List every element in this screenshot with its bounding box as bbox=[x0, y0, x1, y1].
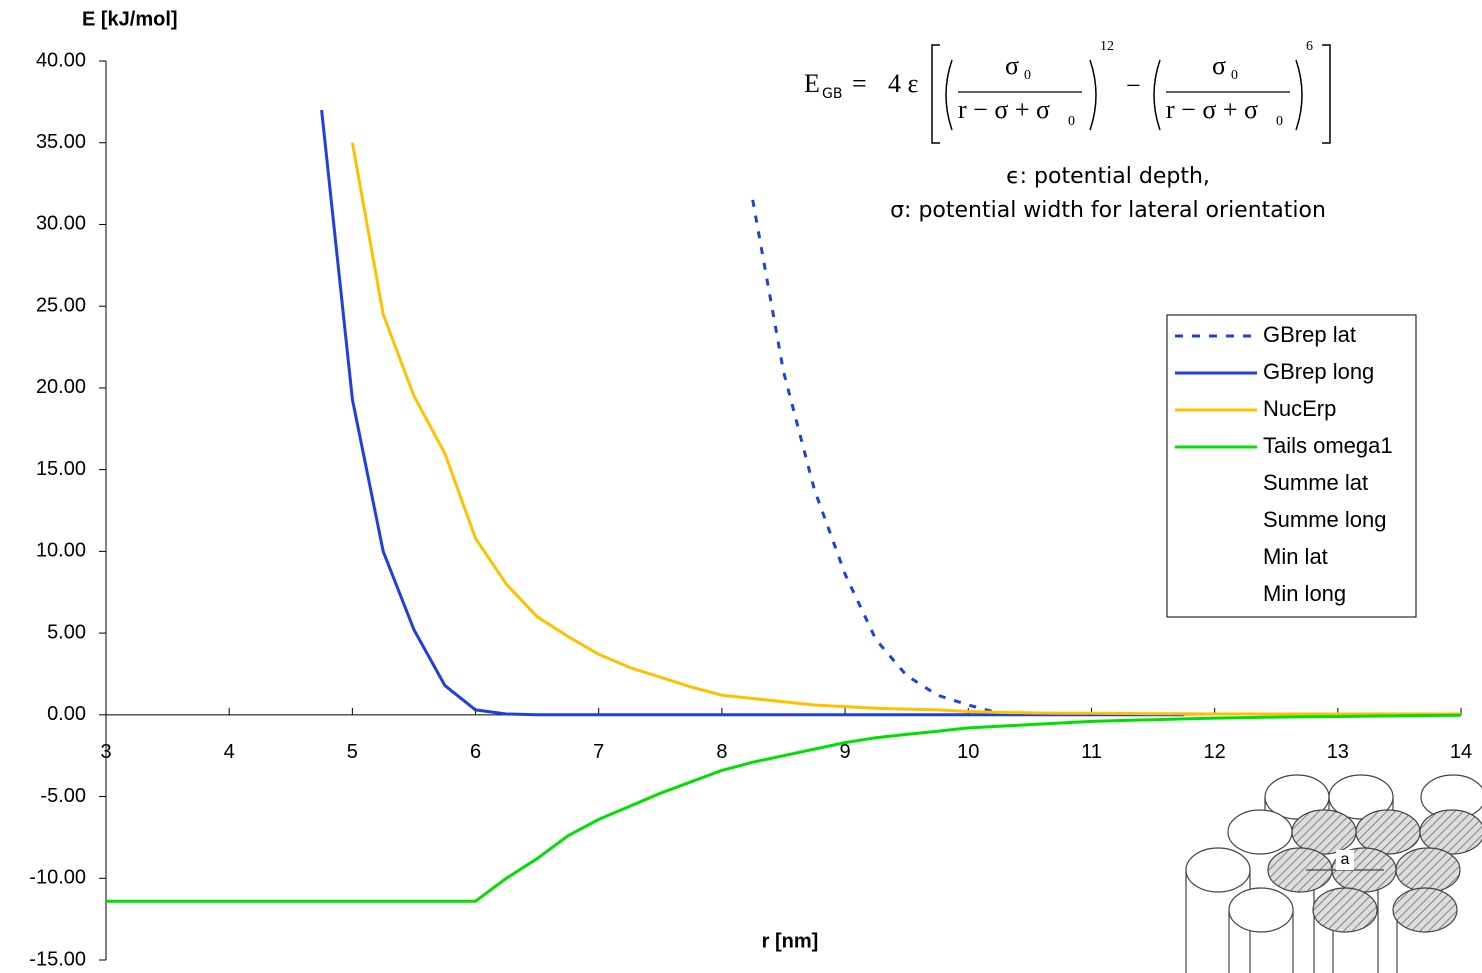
line-series bbox=[751, 199, 1000, 715]
x-tick-label: 10 bbox=[957, 741, 979, 763]
inset-label: a bbox=[1341, 851, 1350, 868]
x-tick-label: 4 bbox=[224, 741, 235, 763]
x-tick-label: 5 bbox=[347, 741, 358, 763]
formula-text: 0 bbox=[1231, 68, 1238, 83]
x-tick-label: 14 bbox=[1450, 741, 1472, 763]
formula-text: r − σ + σ bbox=[1166, 95, 1258, 124]
formula-text: σ bbox=[1212, 51, 1226, 80]
y-tick-label: 20.00 bbox=[36, 376, 86, 398]
legend-box bbox=[1166, 314, 1417, 618]
formula-text: r − σ + σ bbox=[958, 95, 1050, 124]
x-tick-label: 7 bbox=[593, 741, 604, 763]
x-tick-label: 11 bbox=[1081, 741, 1102, 763]
formula-text: 0 bbox=[1068, 114, 1075, 129]
formula-text: 6 bbox=[1306, 39, 1313, 54]
formula-text: 0 bbox=[1276, 114, 1283, 129]
formula-text: 12 bbox=[1100, 39, 1114, 54]
formula-text: 4 ε bbox=[888, 69, 919, 98]
x-axis-label: r [nm] bbox=[762, 930, 819, 952]
formula-text: − bbox=[1126, 71, 1141, 100]
formula-text: 0 bbox=[1024, 68, 1031, 83]
formula-text: E bbox=[804, 69, 820, 98]
y-tick-label: -15.00 bbox=[29, 948, 86, 970]
legend-label: Summe lat bbox=[1263, 470, 1368, 495]
formula-text: = bbox=[852, 69, 867, 98]
line-series bbox=[350, 142, 1461, 716]
y-tick-label: 35.00 bbox=[36, 131, 86, 153]
legend-label: GBrep long bbox=[1263, 359, 1374, 384]
line-series bbox=[320, 109, 1184, 717]
legend-label: Tails omega1 bbox=[1263, 433, 1393, 458]
annotation: σ: potential width for lateral orientati… bbox=[890, 198, 1326, 223]
annotation: ϵ: potential depth, bbox=[1006, 164, 1210, 189]
x-tick-label: 13 bbox=[1327, 741, 1349, 763]
x-tick-label: 9 bbox=[840, 741, 851, 763]
y-tick-label: 40.00 bbox=[36, 49, 86, 71]
y-tick-label: -5.00 bbox=[40, 785, 86, 807]
y-tick-label: -10.00 bbox=[29, 867, 86, 889]
x-tick-label: 8 bbox=[716, 741, 727, 763]
x-tick-label: 6 bbox=[470, 741, 481, 763]
y-tick-label: 15.00 bbox=[36, 458, 86, 480]
x-tick-label: 12 bbox=[1204, 741, 1226, 763]
legend-label: Min long bbox=[1263, 581, 1346, 606]
y-tick-label: 0.00 bbox=[47, 703, 86, 725]
legend-label: GBrep lat bbox=[1263, 322, 1356, 347]
y-tick-label: 25.00 bbox=[36, 294, 86, 316]
legend-label: NucErp bbox=[1263, 396, 1336, 421]
x-tick-label: 3 bbox=[100, 741, 111, 763]
legend-label: Min lat bbox=[1263, 544, 1328, 569]
y-tick-label: 5.00 bbox=[47, 621, 86, 643]
formula: E GB = 4 ε σ 0 r − σ + σ 0 12 − σ 0 r − … bbox=[804, 39, 1331, 144]
formula-text: GB bbox=[822, 86, 842, 102]
y-axis-label: E [kJ/mol] bbox=[82, 8, 178, 30]
legend-label: Summe long bbox=[1263, 507, 1387, 532]
formula-text: σ bbox=[1005, 51, 1019, 80]
inset-diagram: a bbox=[1185, 774, 1482, 973]
line-series bbox=[106, 713, 1462, 903]
y-tick-label: 30.00 bbox=[36, 213, 86, 235]
y-tick-label: 10.00 bbox=[36, 540, 86, 562]
